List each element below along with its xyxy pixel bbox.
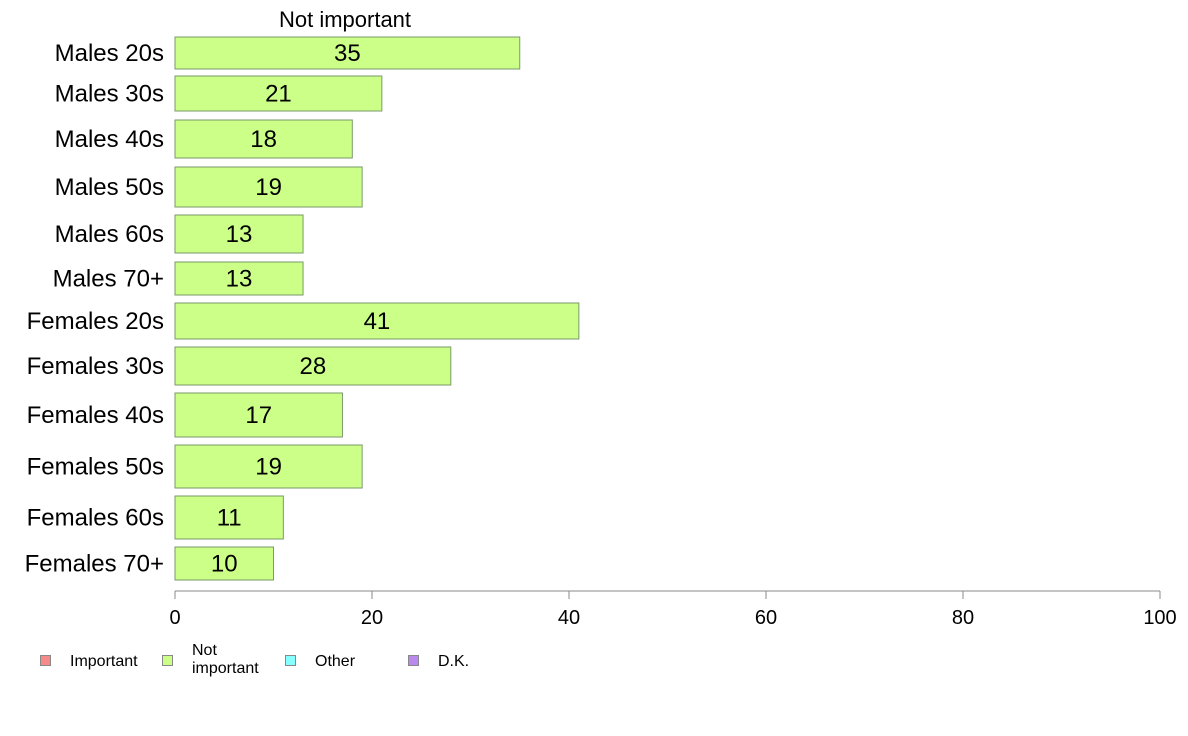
x-tick-label-80: 80 [952, 607, 974, 629]
legend-swatch-important [40, 655, 51, 666]
bar-males-50s [174, 166, 363, 208]
category-label-males-70plus: Males 70+ [53, 266, 164, 293]
category-label-males-60s: Males 60s [55, 221, 164, 248]
legend-label-important: Important [70, 653, 138, 670]
value-label-males-70plus: 13 [226, 266, 253, 293]
bar-females-30s [174, 346, 452, 386]
value-label-males-40s: 18 [250, 126, 277, 153]
category-label-males-30s: Males 30s [55, 81, 164, 108]
value-label-males-50s: 19 [255, 174, 282, 201]
bar-males-70plus [174, 261, 304, 296]
category-label-females-70plus: Females 70+ [25, 551, 164, 578]
bar-females-70plus [174, 546, 274, 581]
legend-swatch-other [285, 655, 296, 666]
category-label-females-60s: Females 60s [27, 505, 164, 532]
legend-swatch-dk [408, 655, 419, 666]
bar-females-60s [174, 495, 284, 540]
bar-males-60s [174, 214, 304, 254]
category-label-females-30s: Females 30s [27, 353, 164, 380]
value-label-females-50s: 19 [255, 454, 282, 481]
bar-males-20s [174, 36, 521, 70]
x-tick-label-0: 0 [169, 607, 180, 629]
x-axis: 0 20 40 60 80 100 [169, 590, 1177, 629]
value-label-females-20s: 41 [364, 308, 391, 335]
bar-males-40s [174, 119, 353, 159]
bar-females-20s [174, 302, 580, 340]
chart-title: Not important [279, 7, 411, 32]
x-tick-label-60: 60 [755, 607, 777, 629]
legend-swatch-not-important [162, 655, 173, 666]
category-label-females-20s: Females 20s [27, 308, 164, 335]
bars-group [174, 36, 580, 581]
bar-males-30s [174, 75, 383, 112]
category-label-males-40s: Males 40s [55, 126, 164, 153]
legend-label-not-important: Not important [192, 642, 259, 677]
value-label-males-20s: 35 [334, 40, 361, 67]
legend-label-dk: D.K. [438, 653, 470, 670]
x-tick-label-100: 100 [1143, 607, 1176, 629]
category-label-males-50s: Males 50s [55, 174, 164, 201]
value-label-females-60s: 11 [217, 505, 242, 532]
value-label-females-40s: 17 [245, 402, 272, 429]
x-tick-label-40: 40 [558, 607, 580, 629]
x-tick-label-20: 20 [361, 607, 383, 629]
bar-females-50s [174, 444, 363, 489]
legend: Important Not important Other D.K. [40, 640, 680, 690]
category-label-females-40s: Females 40s [27, 402, 164, 429]
value-label-males-60s: 13 [226, 221, 253, 248]
bar-females-40s [174, 392, 343, 438]
category-label-females-50s: Females 50s [27, 454, 164, 481]
category-label-males-20s: Males 20s [55, 40, 164, 67]
value-label-males-30s: 21 [265, 81, 292, 108]
legend-label-other: Other [315, 653, 356, 670]
category-labels: Males 20s Males 30s Males 40s Males 50s Male… [25, 40, 164, 578]
value-label-females-70plus: 10 [211, 551, 238, 578]
value-label-females-30s: 28 [300, 353, 327, 380]
